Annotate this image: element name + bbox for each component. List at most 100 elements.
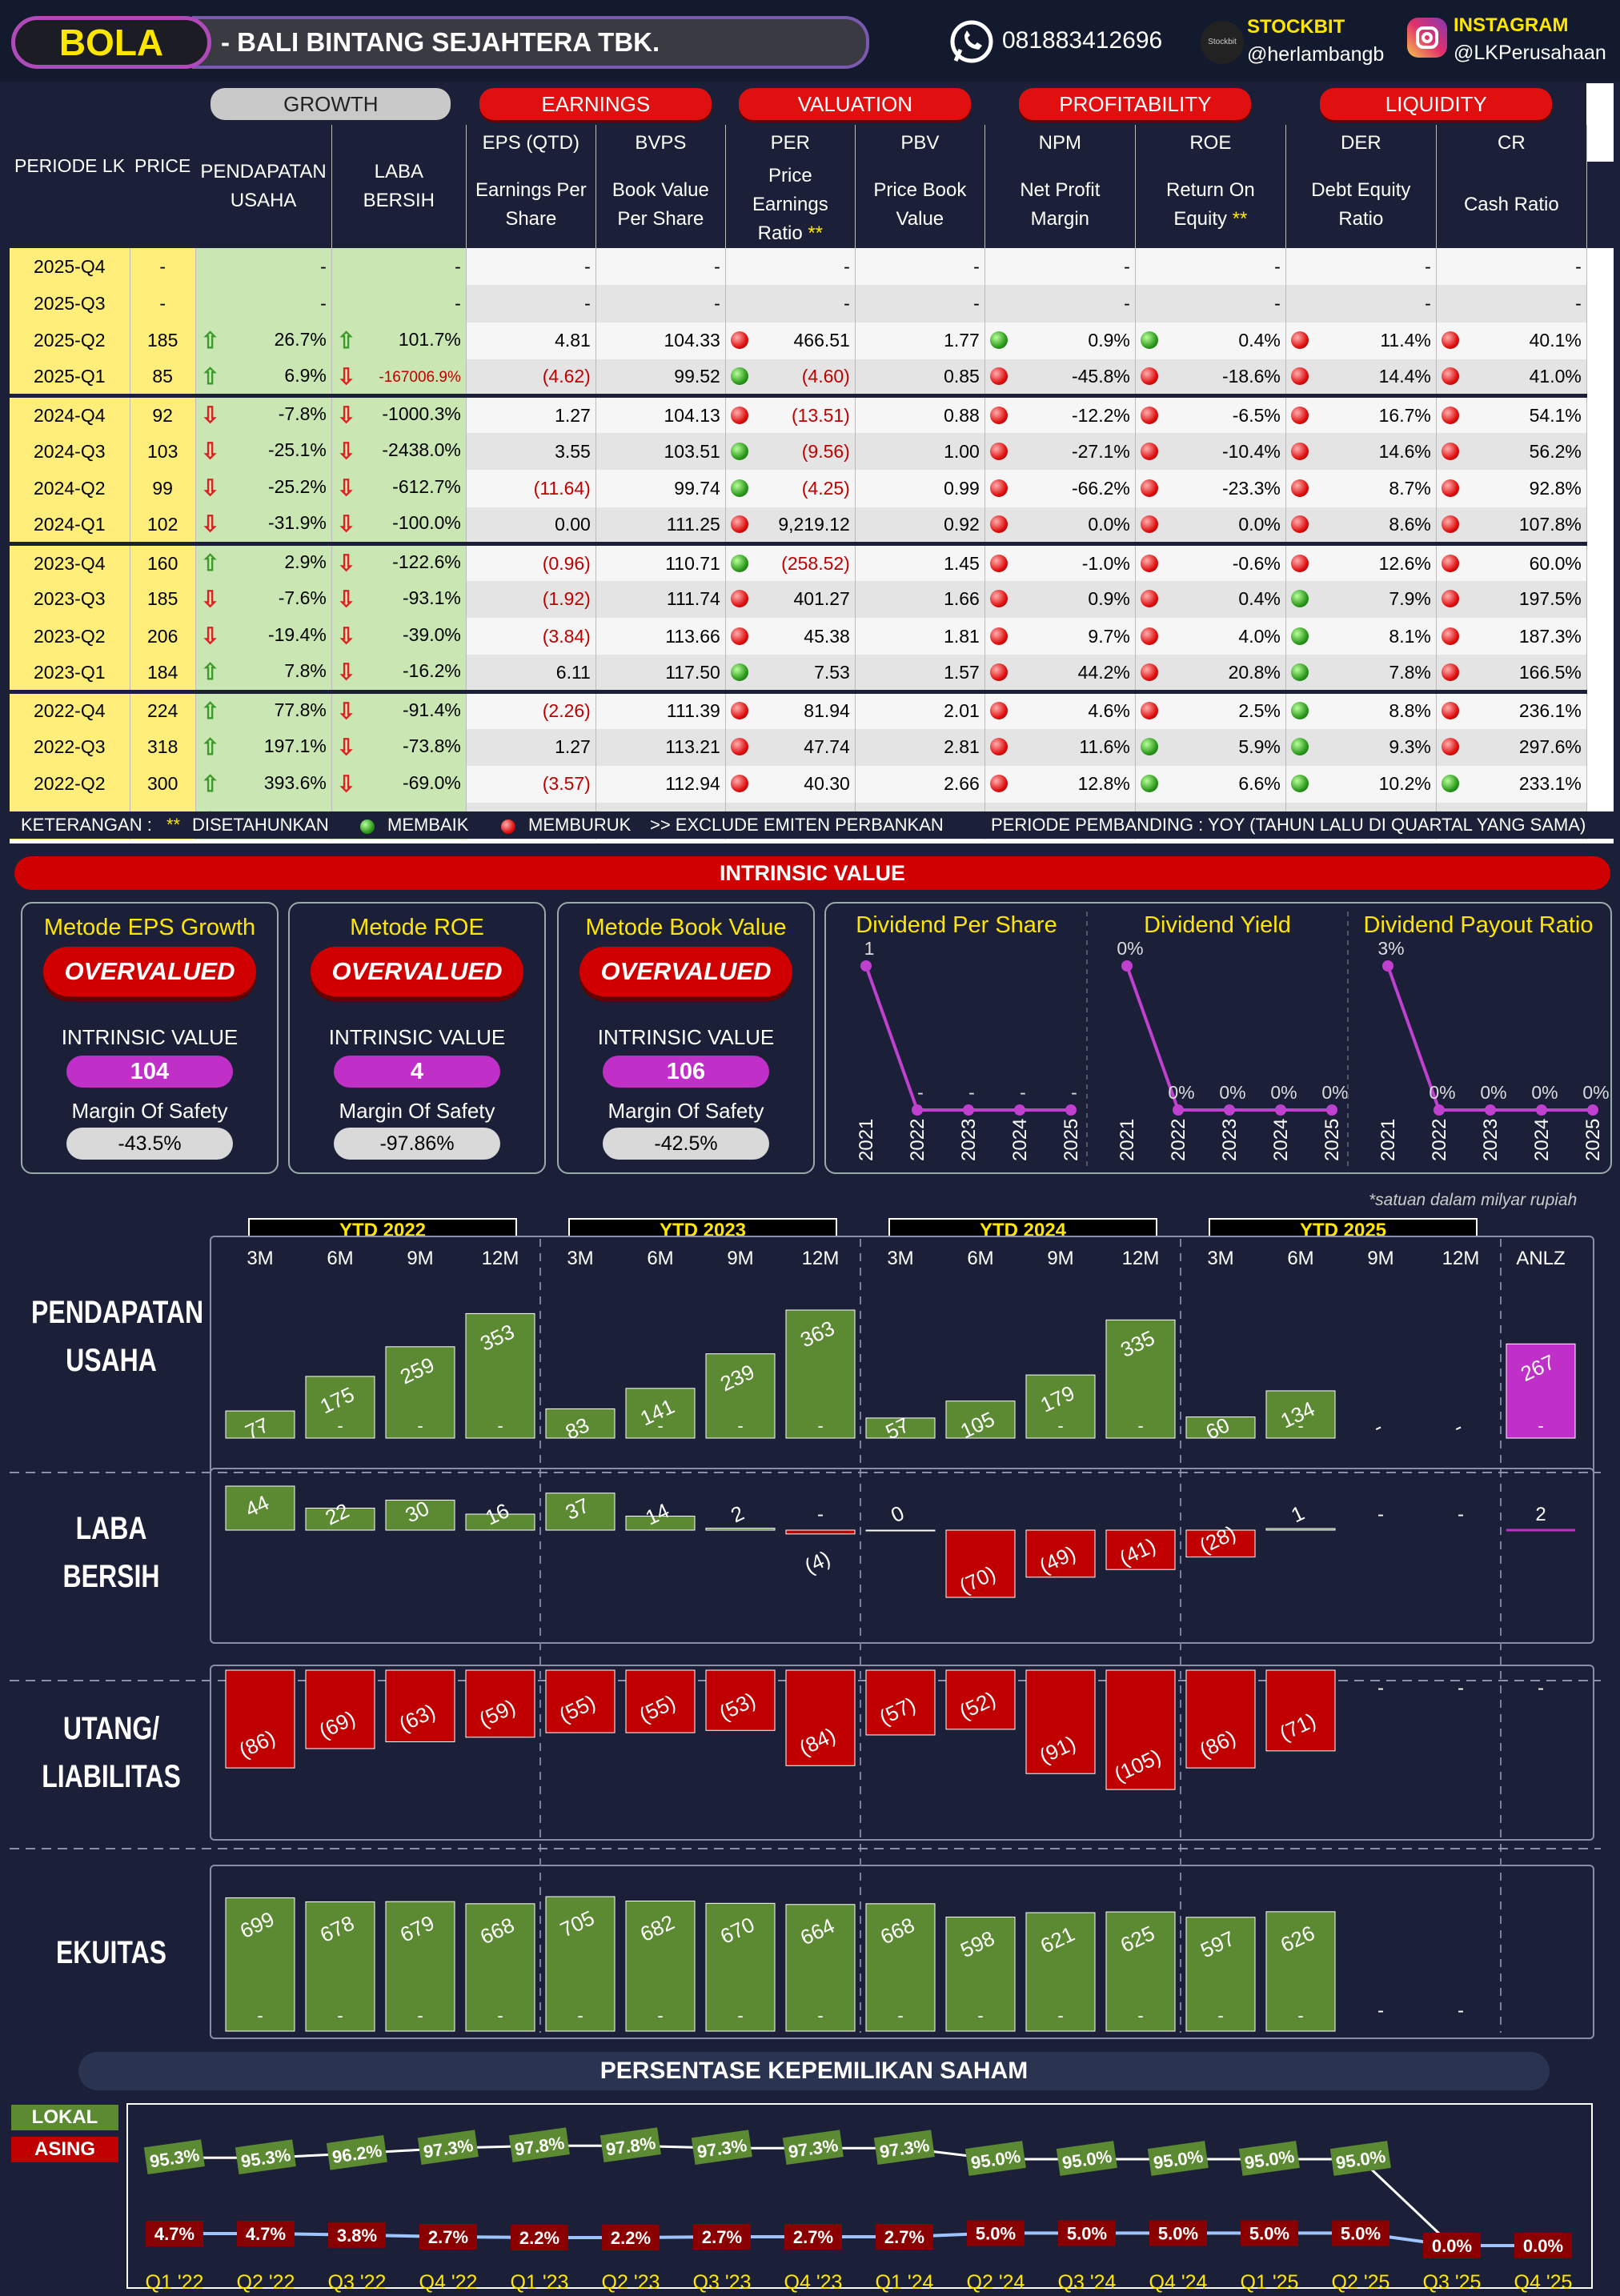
red-dot-icon [1441, 331, 1459, 350]
revenue-bar [785, 1309, 856, 1439]
asing-value: 3.8% [337, 2226, 377, 2246]
cell-value: 2024-Q2 [34, 477, 106, 499]
arrow-down-icon: ⇩ [200, 586, 220, 611]
instagram-handle: @LKPerusahaan [1454, 42, 1606, 64]
red-dot-icon [1140, 515, 1158, 533]
asing-badge [693, 2224, 751, 2250]
cell-value: - [320, 292, 327, 314]
cell-value: -612.7% [392, 476, 461, 498]
dividend-year: 2022 [907, 1119, 928, 1161]
red-dot-icon [989, 627, 1008, 645]
cell-eps: (0.96) [466, 542, 596, 581]
dividend-value: 0% [1582, 1082, 1609, 1103]
cell-value: -31.9% [267, 512, 327, 534]
cell-value: 466.51 [793, 330, 850, 351]
cell-value: 1.27 [555, 404, 591, 426]
cell-cr: 60.0% [1436, 542, 1587, 581]
profit-label: (4) [800, 1546, 833, 1579]
cell-value: -25.1% [267, 439, 327, 461]
cell-value: 187.3% [1518, 625, 1582, 647]
quarter-label: Q1 '23 [511, 2271, 569, 2294]
arrow-down-icon: ⇩ [200, 623, 220, 649]
asing-badge [1332, 2220, 1389, 2246]
cell-per: - [725, 285, 856, 323]
cell-cr: 92.8% [1436, 470, 1587, 507]
table-row: 2025-Q2 185 ⇧ 26.7% ⇧ 101.7% 4.81 104.33 466.51 1… [10, 322, 1614, 359]
cell-value: -23.3% [1221, 477, 1281, 499]
table-row: 2023-Q3 185 ⇩ -7.6% ⇩ -93.1% (1.92) 111.74 401.2… [10, 580, 1614, 619]
equity-dash: - [1057, 2005, 1063, 2026]
cell-npm: -12.2% [984, 394, 1136, 434]
cell-bvps: 111.74 [595, 580, 726, 619]
cell-value: 2022-Q3 [34, 736, 106, 758]
category-label: 3M [887, 1248, 913, 1269]
mos-label: Margin Of Safety [608, 1099, 764, 1123]
cell-eps: 0.00 [466, 507, 596, 544]
cell-p: 2023-Q1 [10, 655, 130, 692]
cell-laba: ⇩ -167006.9% [331, 359, 467, 396]
green-dot-icon [730, 663, 748, 681]
dividend-value: 0% [1429, 1082, 1455, 1103]
asing-line [174, 2231, 1543, 2247]
cell-pend: ⇧ 2.9% [195, 542, 332, 581]
equity-dash: - [497, 2005, 503, 2026]
cell-value: - [1575, 255, 1582, 277]
profit-bar [865, 1529, 936, 1532]
legend-memburuk: MEMBURUK [528, 815, 632, 835]
quarter-label: Q3 '25 [1423, 2271, 1482, 2294]
cell-value: - [320, 255, 327, 277]
profit-bar [705, 1528, 776, 1531]
asing-badge [1514, 2233, 1572, 2258]
red-dot-icon [1140, 479, 1158, 497]
cell-cr: 197.5% [1436, 580, 1587, 619]
cell-value: - [844, 255, 850, 277]
asing-badge [1149, 2220, 1207, 2246]
cell-value: (4.60) [801, 366, 850, 387]
cell-value: 56.2% [1529, 440, 1582, 462]
profit-label: 2 [727, 1501, 748, 1527]
dividend-year: 2024 [1270, 1119, 1292, 1161]
red-dot-icon [989, 442, 1008, 460]
cell-pend: - [195, 248, 332, 286]
quarter-label: Q2 '22 [237, 2271, 295, 2294]
company-name: - BALI BINTANG SEJAHTERA TBK. [192, 16, 869, 69]
cell-per: 7.53 [725, 655, 856, 692]
cell-value: 54.1% [1529, 404, 1582, 426]
revenue-dash: - [1217, 1416, 1223, 1436]
cell-per: 47.74 [725, 728, 856, 766]
cell-value: (258.52) [781, 552, 850, 574]
cell-value: -122.6% [392, 551, 461, 573]
cell-value: 7.9% [1389, 588, 1431, 610]
equity-bar [865, 1903, 936, 2032]
dividend-year: 2024 [1531, 1119, 1553, 1161]
ticker-badge: BOLA [11, 16, 211, 69]
cell-value: 110.71 [665, 552, 720, 574]
asing-badge [328, 2222, 386, 2248]
profit-bar [1185, 1529, 1256, 1558]
cell-eps: (3.57) [466, 765, 596, 803]
lokal-point: 95.0% [964, 2141, 1026, 2176]
revenue-dash: - [1297, 1416, 1303, 1436]
revenue-dash: - [737, 1416, 743, 1436]
asing-badge [784, 2224, 842, 2250]
cell-laba: ⇩ -2438.0% [331, 433, 467, 471]
cell-value: 77.8% [274, 699, 327, 720]
dividend-point [1326, 1104, 1337, 1116]
lokal-badge [599, 2127, 661, 2163]
arrow-up-icon: ⇧ [200, 734, 220, 759]
liability-bar [1105, 1669, 1176, 1790]
cell-per: (4.60) [725, 359, 856, 396]
cell-bvps: 104.33 [595, 322, 726, 359]
asing-badge [419, 2224, 477, 2250]
cell-value: 6.6% [1238, 773, 1281, 795]
lokal-point: 97.3% [873, 2130, 935, 2166]
cell-value: 2025-Q2 [34, 330, 106, 351]
liability-bar [385, 1669, 455, 1742]
cell-eps: 3.55 [466, 433, 596, 471]
cell-value: 102 [147, 513, 178, 535]
table-row: 2024-Q2 99 ⇩ -25.2% ⇩ -612.7% (11.64) 99.74 (4.2… [10, 470, 1614, 507]
cell-value: 45.38 [804, 625, 850, 647]
revenue-bar [705, 1353, 776, 1439]
cell-bvps: 117.50 [595, 655, 726, 692]
